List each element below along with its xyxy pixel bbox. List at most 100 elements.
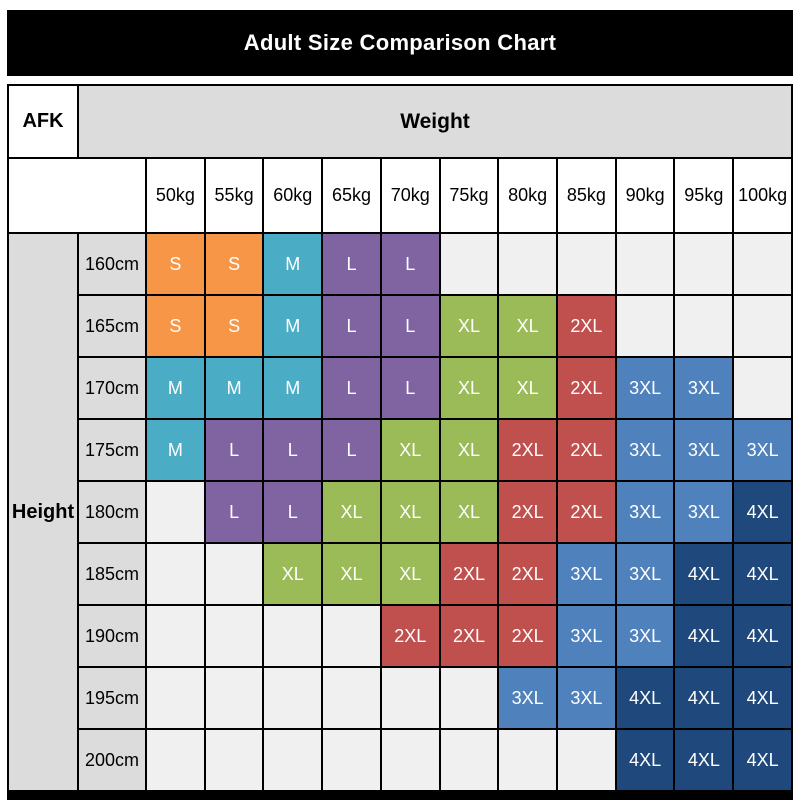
size-cell: XL xyxy=(497,294,559,358)
weight-tick-label: 70kg xyxy=(379,157,441,234)
height-tick-label: 175cm xyxy=(77,418,147,482)
size-cell: 3XL xyxy=(614,480,676,544)
size-cell: L xyxy=(321,232,382,296)
weight-tick-label: 95kg xyxy=(673,157,735,234)
size-cell: 4XL xyxy=(732,604,793,668)
size-cell-empty xyxy=(262,728,324,792)
size-cell: 3XL xyxy=(556,604,617,668)
size-cell-empty xyxy=(732,356,793,420)
size-cell: 3XL xyxy=(673,480,735,544)
height-axis-header: Height xyxy=(7,232,79,792)
size-cell: XL xyxy=(438,480,500,544)
size-cell: M xyxy=(262,294,324,358)
size-cell-empty xyxy=(145,604,206,668)
height-tick-label: 195cm xyxy=(77,666,147,730)
size-cell-empty xyxy=(145,728,206,792)
height-tick-label: 160cm xyxy=(77,232,147,296)
size-cell: XL xyxy=(438,418,500,482)
weight-tick-label: 65kg xyxy=(321,157,382,234)
size-cell: XL xyxy=(497,356,559,420)
size-cell: S xyxy=(203,294,265,358)
size-cell: XL xyxy=(379,418,441,482)
height-tick-label: 190cm xyxy=(77,604,147,668)
weight-tick-label: 90kg xyxy=(614,157,676,234)
size-cell: 3XL xyxy=(673,356,735,420)
bottom-black-bar xyxy=(7,790,793,800)
size-cell: L xyxy=(321,294,382,358)
size-cell-empty xyxy=(379,728,441,792)
size-cell: M xyxy=(145,356,206,420)
corner-label: AFK xyxy=(7,84,79,159)
chart-title-bar: Adult Size Comparison Chart xyxy=(7,10,793,76)
size-comparison-table: AFK Weight 50kg 55kg 60kg 65kg 70kg 75kg 80kg 85k… xyxy=(7,84,793,792)
size-cell-empty xyxy=(732,294,793,358)
size-cell-empty xyxy=(203,542,265,606)
height-tick-label: 185cm xyxy=(77,542,147,606)
size-cell: S xyxy=(145,232,206,296)
size-cell: M xyxy=(203,356,265,420)
size-cell: L xyxy=(262,480,324,544)
size-cell-empty xyxy=(438,666,500,730)
size-cell: 2XL xyxy=(556,294,617,358)
height-tick-label: 200cm xyxy=(77,728,147,792)
size-cell: 4XL xyxy=(673,666,735,730)
size-cell-empty xyxy=(556,728,617,792)
size-cell: 4XL xyxy=(614,728,676,792)
size-cell: L xyxy=(262,418,324,482)
height-tick-label: 180cm xyxy=(77,480,147,544)
size-cell: 2XL xyxy=(497,604,559,668)
chart-title: Adult Size Comparison Chart xyxy=(243,30,557,55)
weight-axis-header: Weight xyxy=(77,84,793,159)
weight-tick-label: 80kg xyxy=(497,157,559,234)
size-cell: 2XL xyxy=(438,604,500,668)
size-cell: M xyxy=(262,232,324,296)
size-cell: 3XL xyxy=(732,418,793,482)
size-cell: 2XL xyxy=(556,418,617,482)
weight-tick-label: 85kg xyxy=(556,157,617,234)
size-cell-empty xyxy=(497,232,559,296)
size-cell: M xyxy=(145,418,206,482)
size-cell: 3XL xyxy=(614,604,676,668)
size-cell-empty xyxy=(321,728,382,792)
size-cell: L xyxy=(203,480,265,544)
size-cell: L xyxy=(379,232,441,296)
size-cell: 2XL xyxy=(379,604,441,668)
size-cell-empty xyxy=(379,666,441,730)
size-cell: S xyxy=(145,294,206,358)
size-cell: 4XL xyxy=(732,480,793,544)
size-cell: 3XL xyxy=(556,666,617,730)
size-cell: 2XL xyxy=(556,356,617,420)
blank-corner-cell xyxy=(7,157,147,234)
size-cell: 2XL xyxy=(497,418,559,482)
size-cell: L xyxy=(379,356,441,420)
height-tick-label: 170cm xyxy=(77,356,147,420)
size-cell: 3XL xyxy=(614,418,676,482)
size-cell-empty xyxy=(321,604,382,668)
size-cell: 3XL xyxy=(556,542,617,606)
size-cell: XL xyxy=(321,480,382,544)
size-cell-empty xyxy=(145,666,206,730)
size-cell: 4XL xyxy=(673,604,735,668)
weight-tick-label: 55kg xyxy=(203,157,265,234)
size-cell-empty xyxy=(145,542,206,606)
size-cell-empty xyxy=(673,294,735,358)
size-cell: 3XL xyxy=(497,666,559,730)
size-cell: XL xyxy=(262,542,324,606)
size-cell: 3XL xyxy=(673,418,735,482)
size-cell-empty xyxy=(145,480,206,544)
size-cell-empty xyxy=(262,604,324,668)
size-cell: XL xyxy=(379,542,441,606)
size-cell: 4XL xyxy=(732,666,793,730)
size-cell: 2XL xyxy=(556,480,617,544)
size-cell: 3XL xyxy=(614,356,676,420)
size-cell: L xyxy=(203,418,265,482)
size-cell: XL xyxy=(438,356,500,420)
weight-tick-label: 50kg xyxy=(145,157,206,234)
size-cell: M xyxy=(262,356,324,420)
size-cell-empty xyxy=(497,728,559,792)
size-cell: L xyxy=(379,294,441,358)
size-cell-empty xyxy=(614,294,676,358)
size-cell: L xyxy=(321,418,382,482)
size-cell-empty xyxy=(673,232,735,296)
